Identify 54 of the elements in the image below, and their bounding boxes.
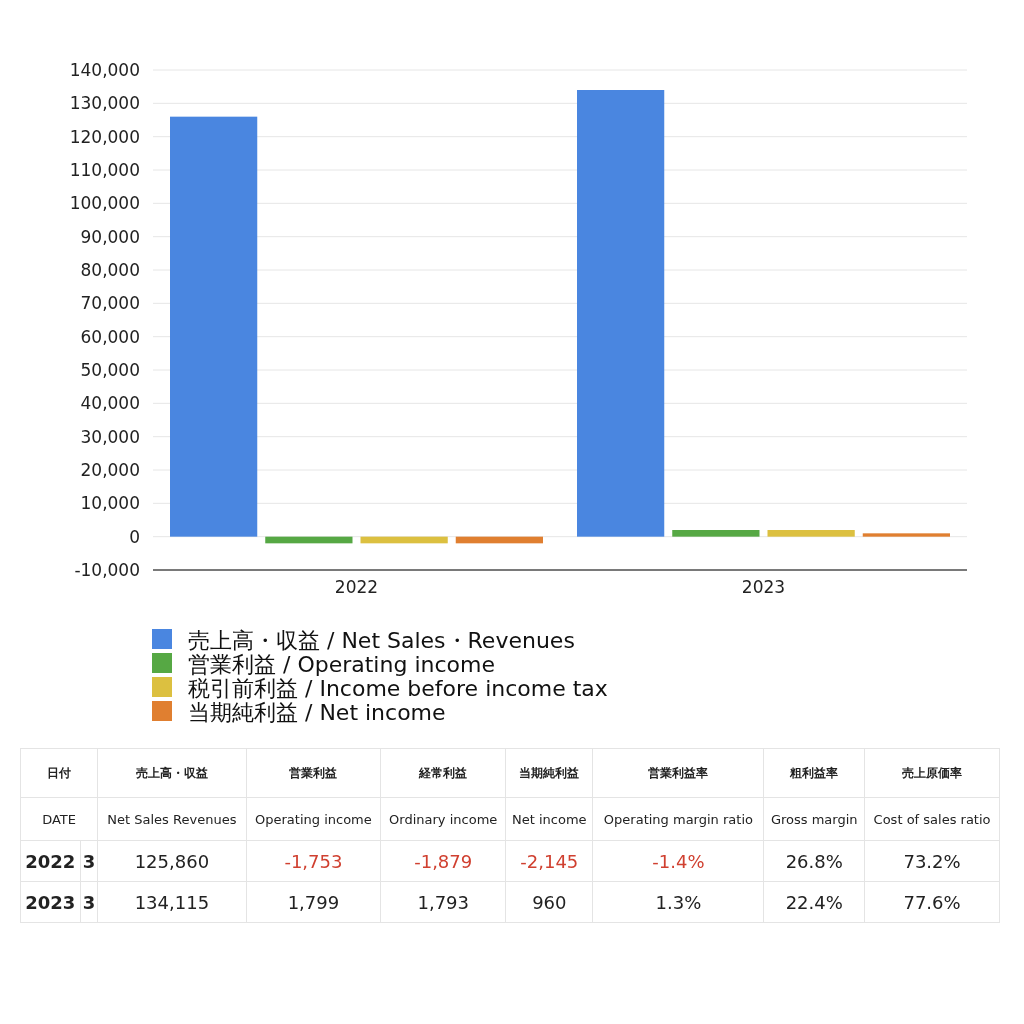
category-label: 営業利益率 Operating margin ratio <box>603 765 753 827</box>
bar <box>577 90 665 537</box>
category-label: 2022 <box>25 850 76 872</box>
legend-label: 営業利益 / Operating income <box>188 652 495 677</box>
text: -1,879 <box>414 850 473 872</box>
text: 22.4% <box>785 891 843 913</box>
category-label: 日付 DATE <box>42 765 76 827</box>
bar <box>170 116 258 537</box>
legend-label: 税引前利益 / Income before income tax <box>188 676 608 701</box>
text: -2,145 <box>520 850 579 872</box>
text: 3 <box>82 891 96 913</box>
bar <box>360 536 448 544</box>
text: 77.6% <box>903 891 961 913</box>
y-tick-label: 80,000 <box>80 260 140 280</box>
category-label: 経常利益 Ordinary income <box>389 765 498 827</box>
text: 134,115 <box>134 891 210 913</box>
text: -1.4% <box>652 850 705 872</box>
y-tick-label: 100,000 <box>69 193 140 214</box>
y-tick-label: 0 <box>129 526 140 547</box>
category-label: 2023 <box>25 891 76 913</box>
y-tick-label: -10,000 <box>74 560 140 580</box>
category-label: 粗利益率 Gross margin <box>770 765 858 827</box>
y-tick-label: 30,000 <box>80 426 140 447</box>
y-tick-label: 140,000 <box>69 60 140 80</box>
text: 1,799 <box>287 891 340 913</box>
y-tick-label: 50,000 <box>80 360 140 380</box>
bar <box>672 530 760 537</box>
bar <box>862 533 950 537</box>
y-tick-label: 130,000 <box>69 93 140 114</box>
text: 73.2% <box>903 850 961 872</box>
legend-label: 売上高・収益 / Net Sales・Revenues <box>188 628 575 653</box>
y-tick-label: 120,000 <box>69 126 140 147</box>
y-tick-label: 40,000 <box>80 393 140 414</box>
y-tick-label: 70,000 <box>80 293 140 314</box>
category-label: 売上高・収益 Net Sales Revenues <box>107 765 237 827</box>
y-tick-label: 110,000 <box>69 160 140 180</box>
y-tick-label: 20,000 <box>80 460 140 480</box>
text: 1,793 <box>417 891 469 913</box>
bar <box>265 536 353 544</box>
y-tick-label: 10,000 <box>80 493 140 514</box>
text: 26.8% <box>785 850 843 872</box>
text: 960 <box>532 891 567 913</box>
bar <box>767 530 855 537</box>
category-label: 売上原価率 Cost of sales ratio <box>873 765 991 827</box>
text: -1,753 <box>284 850 343 872</box>
bar <box>455 536 543 544</box>
category-label: 当期純利益 Net income <box>512 765 587 827</box>
text: 125,860 <box>134 850 210 872</box>
y-tick-label: 60,000 <box>80 326 140 347</box>
category-label: 営業利益 Operating income <box>255 765 372 827</box>
legend-label: 当期純利益 / Net income <box>188 700 446 725</box>
text: 1.3% <box>655 891 702 913</box>
y-tick-label: 90,000 <box>80 226 140 247</box>
text: 3 <box>82 850 96 872</box>
